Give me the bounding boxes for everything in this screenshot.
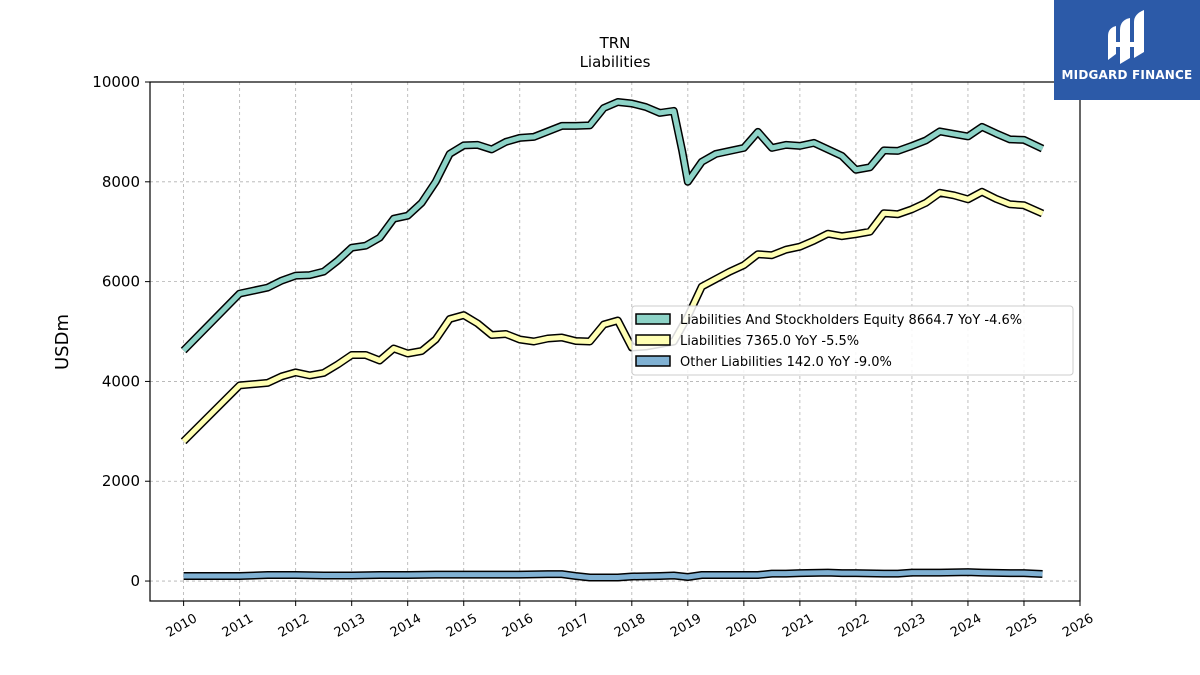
- logo-text: MIDGARD FINANCE: [1061, 68, 1193, 82]
- chart-legend: Liabilities And Stockholders Equity 8664…: [631, 305, 1074, 376]
- y-tick-label: 4000: [102, 372, 140, 390]
- legend-box: [631, 305, 1074, 376]
- legend-swatch: [635, 334, 671, 346]
- legend-label: Other Liabilities 142.0 YoY -9.0%: [680, 355, 892, 370]
- x-tick-label: 2019: [668, 611, 704, 641]
- x-tick-label: 2021: [780, 611, 816, 641]
- x-tick-label: 2025: [1004, 611, 1040, 641]
- x-tick-label: 2013: [332, 611, 368, 641]
- y-tick-label: 0: [130, 572, 140, 590]
- series-line-1: [180, 98, 1045, 354]
- x-tick-label: 2023: [892, 611, 928, 641]
- y-tick-label: 8000: [102, 173, 140, 191]
- legend-swatch: [635, 313, 671, 325]
- chart-subtitle: Liabilities: [580, 53, 651, 71]
- x-axis-ticks: 2010 2011 2012 2013 2014 2015 2016 2017 2018 2019…: [164, 601, 1096, 641]
- x-tick-label: 2017: [556, 611, 592, 641]
- legend-label: Liabilities 7365.0 YoY -5.5%: [680, 334, 859, 349]
- x-tick-label: 2020: [724, 611, 760, 641]
- x-tick-label: 2015: [444, 611, 480, 641]
- y-tick-label: 10000: [92, 73, 140, 91]
- x-tick-label: 2018: [612, 611, 648, 641]
- x-tick-label: 2022: [836, 611, 872, 641]
- x-tick-label: 2024: [948, 611, 984, 641]
- series-line-3: [183, 568, 1043, 582]
- plot-frame: [149, 81, 1081, 602]
- chart-title: TRN: [599, 34, 631, 52]
- y-tick-label: 2000: [102, 472, 140, 490]
- x-tick-label: 2016: [500, 611, 536, 641]
- midgard-finance-logo: MIDGARD FINANCE: [1054, 0, 1200, 100]
- x-tick-label: 2011: [220, 611, 256, 641]
- legend-swatch: [635, 355, 671, 367]
- x-tick-label: 2012: [276, 611, 312, 641]
- legend-label: Liabilities And Stockholders Equity 8664…: [680, 313, 1022, 328]
- x-tick-label: 2026: [1060, 611, 1096, 641]
- midgard-logo-icon: [1108, 10, 1144, 64]
- x-tick-label: 2010: [164, 611, 200, 641]
- x-tick-label: 2014: [388, 611, 424, 641]
- y-axis-label: USDm: [52, 314, 73, 370]
- y-axis-ticks: 0 2000 4000 6000 8000 10000: [92, 73, 150, 590]
- y-tick-label: 6000: [102, 273, 140, 291]
